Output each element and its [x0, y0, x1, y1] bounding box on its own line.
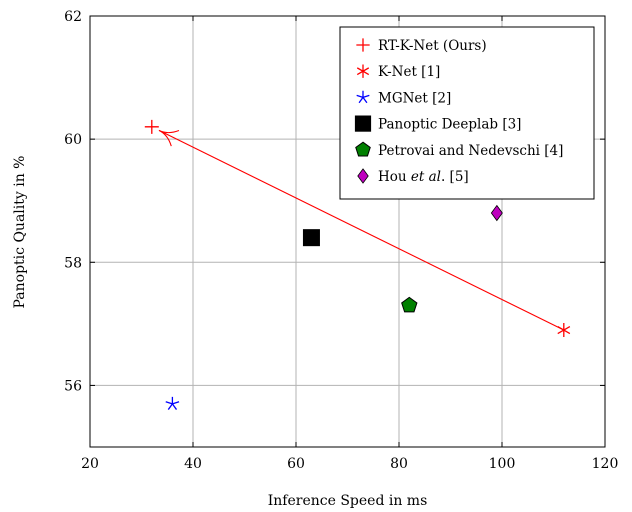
legend-marker [354, 115, 372, 132]
x-tick-label: 100 [489, 456, 516, 472]
x-tick-label: 80 [390, 456, 408, 472]
x-tick-label: 60 [287, 456, 305, 472]
legend-marker [355, 141, 371, 157]
legend-label: MGNet [2] [378, 90, 451, 106]
legend: RT-K-Net (Ours) K-Net [1] MGNet [2] Panopti… [339, 26, 595, 200]
legend-label: Hou et al. [5] [378, 169, 469, 185]
legend-label: Panoptic Deeplab [3] [378, 117, 521, 133]
legend-marker [357, 168, 369, 184]
data-point-4 [401, 296, 418, 313]
x-tick-label: 120 [592, 456, 619, 472]
y-axis-label: Panoptic Quality in % [12, 156, 28, 309]
data-point-2 [165, 396, 180, 410]
improvement-arrow [158, 129, 565, 331]
axis-ticks: 20 40 60 80 100 120 56 58 60 62 [64, 9, 618, 472]
legend-box [339, 26, 595, 200]
y-tick-label: 60 [64, 132, 82, 148]
plot-frame [89, 15, 606, 448]
legend-item: Petrovai and Nedevschi [4] [355, 141, 563, 159]
legend-item: Hou et al. [5] [357, 168, 469, 185]
data-point-5 [490, 204, 503, 222]
x-axis-label: Inference Speed in ms [268, 493, 428, 509]
legend-item: K-Net [1] [356, 64, 440, 80]
legend-marker [356, 64, 370, 78]
legend-item: MGNet [2] [356, 90, 451, 106]
legend-marker [356, 90, 370, 104]
legend-label: Petrovai and Nedevschi [4] [378, 143, 563, 159]
y-tick-label: 58 [64, 255, 82, 271]
x-tick-label: 40 [184, 456, 202, 472]
data-point-3 [302, 229, 320, 247]
annotations [158, 129, 565, 331]
data-points [144, 119, 571, 410]
legend-item: RT-K-Net (Ours) [356, 38, 487, 54]
y-tick-label: 56 [64, 378, 82, 394]
legend-label: K-Net [1] [378, 64, 440, 80]
y-tick-label: 62 [64, 9, 82, 25]
data-point-1 [557, 323, 571, 338]
legend-label: RT-K-Net (Ours) [378, 38, 487, 54]
legend-item: Panoptic Deeplab [3] [354, 115, 521, 133]
x-tick-label: 20 [81, 456, 99, 472]
data-point-0 [144, 119, 159, 134]
legend-marker [356, 38, 370, 52]
